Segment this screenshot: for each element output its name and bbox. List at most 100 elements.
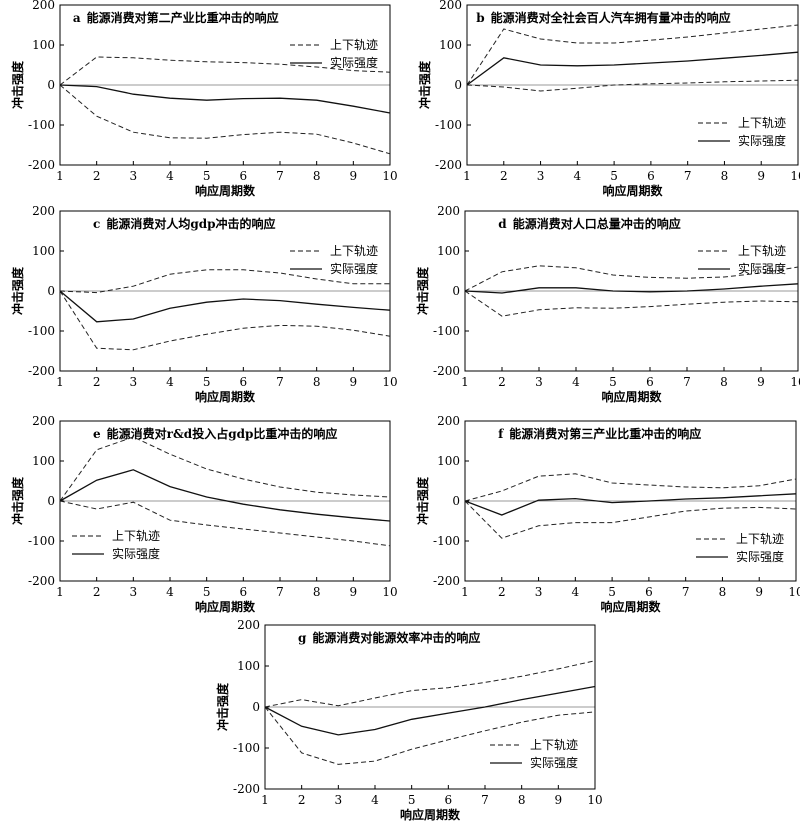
- y-tick-label: 200: [437, 414, 460, 428]
- y-tick-label: -100: [28, 324, 55, 338]
- x-tick-label: 8: [313, 169, 321, 183]
- x-tick-label: 5: [610, 169, 618, 183]
- x-tick-label: 10: [382, 375, 397, 389]
- y-tick-label: 200: [32, 414, 55, 428]
- x-tick-label: 6: [445, 793, 453, 807]
- x-axis-label: 响应周期数: [600, 599, 661, 614]
- x-tick-label: 3: [537, 169, 545, 183]
- series-line-bound: [464, 265, 799, 292]
- series-line-bound: [59, 84, 391, 155]
- x-tick-label: 1: [56, 169, 64, 183]
- x-tick-label: 9: [350, 169, 358, 183]
- x-tick-label: 2: [500, 169, 508, 183]
- legend-label: 实际强度: [738, 261, 786, 276]
- panel-title-text: 能源消费对r&d投入占gdp比重冲击的响应: [107, 426, 338, 441]
- series-line-actual: [59, 290, 391, 323]
- x-tick-label: 9: [757, 169, 765, 183]
- x-tick-label: 3: [130, 169, 138, 183]
- series-line-bound: [464, 473, 797, 502]
- x-tick-label: 8: [721, 169, 729, 183]
- y-tick-label: -200: [233, 782, 260, 796]
- x-tick-label: 10: [382, 169, 397, 183]
- y-axis-label: 冲击强度: [417, 60, 432, 109]
- x-tick-label: 10: [382, 585, 397, 599]
- panel-title-text: 能源消费对人口总量冲击的响应: [513, 216, 681, 231]
- x-tick-label: 3: [130, 585, 138, 599]
- x-tick-label: 6: [240, 585, 248, 599]
- legend-label: 实际强度: [530, 755, 578, 770]
- panel-title: e 能源消费对r&d投入占gdp比重冲击的响应: [93, 426, 337, 441]
- y-tick-label: 100: [439, 38, 462, 52]
- panel-title: c 能源消费对人均gdp冲击的响应: [93, 216, 276, 231]
- x-tick-label: 4: [166, 375, 174, 389]
- x-tick-label: 6: [240, 169, 248, 183]
- panel-title: f 能源消费对第三产业比重冲击的响应: [498, 426, 701, 441]
- y-tick-label: 200: [32, 0, 55, 12]
- series-line-bound: [59, 56, 391, 86]
- x-tick-label: 7: [682, 585, 690, 599]
- legend-label: 上下轨迹: [330, 244, 378, 258]
- y-tick-label: 0: [452, 284, 460, 298]
- y-tick-label: -100: [233, 741, 260, 755]
- y-tick-label: -100: [433, 324, 460, 338]
- series-line-bound: [59, 436, 391, 502]
- x-tick-label: 10: [790, 375, 800, 389]
- y-tick-label: 100: [32, 244, 55, 258]
- x-tick-label: 5: [408, 793, 416, 807]
- x-tick-label: 6: [240, 375, 248, 389]
- y-tick-label: 0: [452, 494, 460, 508]
- legend-label: 上下轨迹: [330, 38, 378, 52]
- y-tick-label: -200: [28, 364, 55, 378]
- x-tick-label: 5: [203, 585, 211, 599]
- legend-label: 上下轨迹: [738, 116, 786, 130]
- panel-title: a 能源消费对第二产业比重冲击的响应: [73, 10, 279, 25]
- x-tick-label: 5: [203, 169, 211, 183]
- y-tick-label: 0: [47, 494, 55, 508]
- x-tick-label: 3: [130, 375, 138, 389]
- x-axis-label: 响应周期数: [601, 389, 662, 404]
- y-tick-label: -200: [433, 574, 460, 588]
- legend-label: 上下轨迹: [530, 738, 578, 752]
- x-tick-label: 9: [755, 585, 763, 599]
- x-tick-label: 2: [93, 585, 101, 599]
- y-tick-label: 200: [437, 204, 460, 218]
- x-axis-label: 响应周期数: [195, 183, 256, 198]
- x-axis-label: 响应周期数: [400, 807, 461, 822]
- x-tick-label: 1: [463, 169, 471, 183]
- x-tick-label: 7: [276, 375, 284, 389]
- legend-label: 上下轨迹: [738, 244, 786, 258]
- series-line-bound: [59, 500, 391, 547]
- x-tick-label: 3: [335, 793, 343, 807]
- x-tick-label: 8: [313, 375, 321, 389]
- panel-title-text: 能源消费对能源效率冲击的响应: [312, 630, 480, 645]
- series-line-actual: [464, 493, 797, 516]
- y-tick-label: 100: [32, 454, 55, 468]
- x-tick-label: 7: [684, 169, 692, 183]
- x-tick-label: 9: [555, 793, 563, 807]
- y-tick-label: 200: [237, 618, 260, 632]
- y-tick-label: -200: [28, 158, 55, 172]
- legend-label: 实际强度: [112, 546, 160, 561]
- x-tick-label: 1: [461, 375, 469, 389]
- x-tick-label: 8: [719, 585, 727, 599]
- y-tick-label: 100: [237, 659, 260, 673]
- x-tick-label: 4: [572, 375, 580, 389]
- panel-title-text: 能源消费对第二产业比重冲击的响应: [87, 10, 279, 25]
- y-tick-label: -200: [28, 574, 55, 588]
- panel-title-text: 能源消费对全社会百人汽车拥有量冲击的响应: [491, 10, 731, 25]
- x-tick-label: 3: [535, 375, 543, 389]
- panel-letter: f: [498, 427, 504, 441]
- x-tick-label: 8: [313, 585, 321, 599]
- legend-label: 实际强度: [330, 261, 378, 276]
- x-tick-label: 10: [587, 793, 602, 807]
- y-tick-label: -100: [28, 118, 55, 132]
- series-line-actual: [264, 685, 596, 736]
- panel-title-text: 能源消费对人均gdp冲击的响应: [106, 216, 275, 231]
- panel-letter: e: [93, 427, 101, 441]
- y-tick-label: -200: [433, 364, 460, 378]
- series-line-bound: [466, 24, 799, 86]
